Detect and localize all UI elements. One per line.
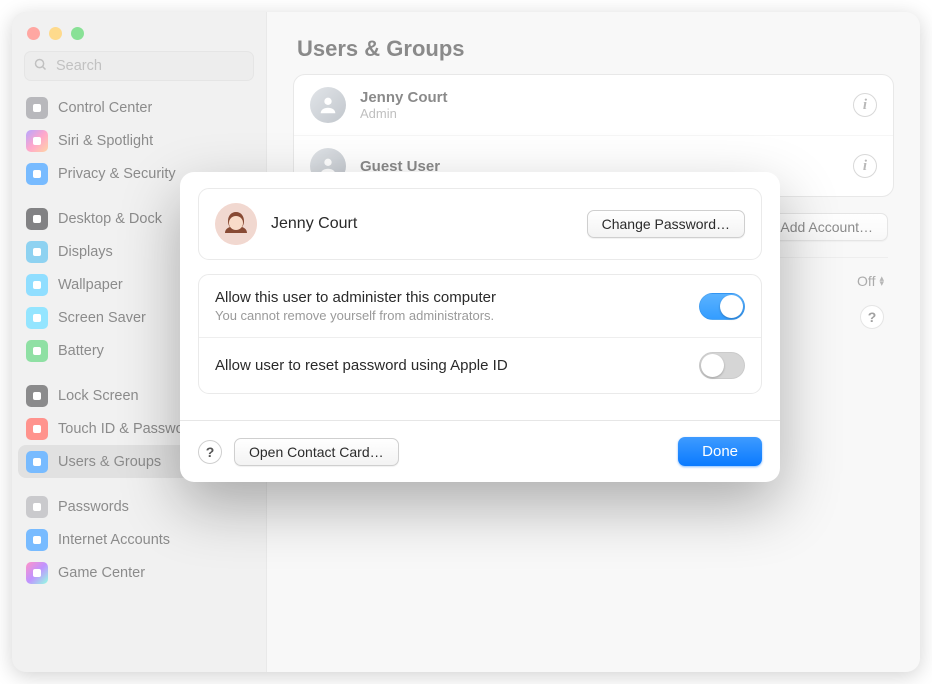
admin-toggle-subtext: You cannot remove yourself from administ… <box>215 308 685 323</box>
change-password-button[interactable]: Change Password… <box>587 210 745 238</box>
user-avatar <box>215 203 257 245</box>
open-contact-card-button[interactable]: Open Contact Card… <box>234 438 399 466</box>
reset-appleid-label: Allow user to reset password using Apple… <box>215 357 685 374</box>
admin-toggle-label: Allow this user to administer this compu… <box>215 289 685 306</box>
sheet-help-button[interactable]: ? <box>198 440 222 464</box>
sheet-user-name: Jenny Court <box>271 215 357 233</box>
done-button[interactable]: Done <box>678 437 762 466</box>
reset-appleid-toggle[interactable] <box>699 352 745 379</box>
admin-toggle[interactable] <box>699 293 745 320</box>
question-icon: ? <box>206 444 215 460</box>
user-detail-sheet: Jenny Court Change Password… Allow this … <box>180 172 780 482</box>
